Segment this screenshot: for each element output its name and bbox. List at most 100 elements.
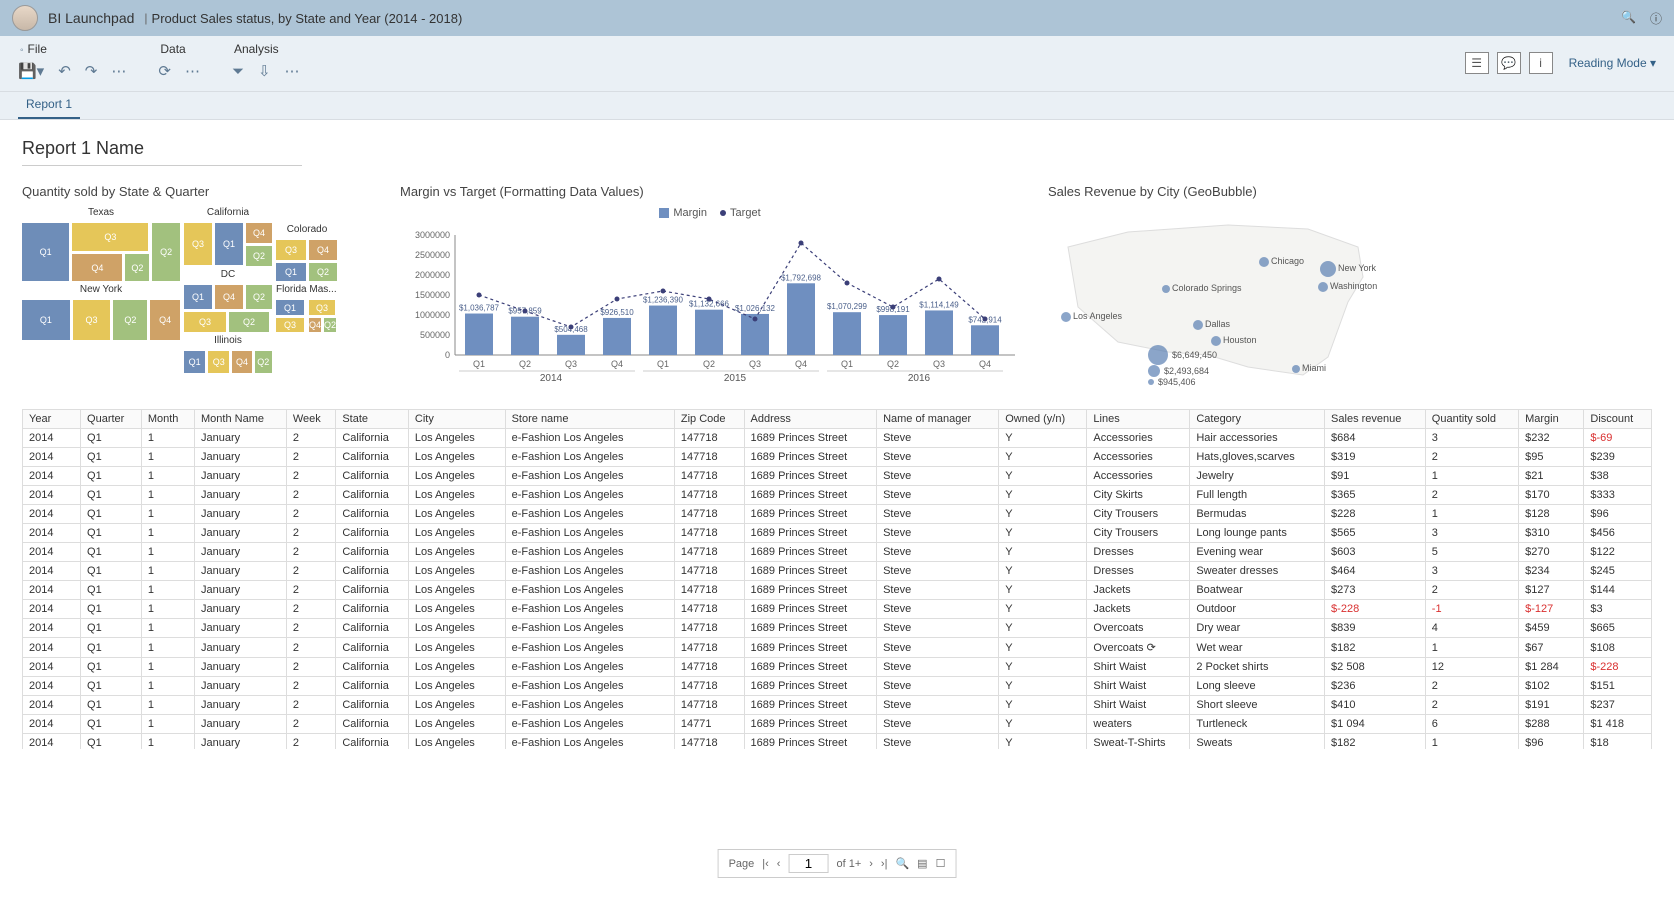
reading-mode-toggle[interactable]: Reading Mode ▾: [1569, 56, 1656, 70]
treemap-cell[interactable]: Q4: [150, 300, 180, 340]
more-icon[interactable]: ⋯: [285, 62, 300, 80]
redo-icon[interactable]: ↷: [85, 62, 98, 80]
table-header[interactable]: Month Name: [195, 410, 287, 429]
table-row[interactable]: 2014Q11January2CaliforniaLos Angelese-Fa…: [23, 638, 1652, 658]
table-header[interactable]: Discount: [1584, 410, 1652, 429]
table-row[interactable]: 2014Q11January2CaliforniaLos Angelese-Fa…: [23, 619, 1652, 638]
last-page-icon[interactable]: ›|: [881, 858, 888, 870]
table-row[interactable]: 2014Q11January2CaliforniaLos Angelese-Fa…: [23, 429, 1652, 448]
treemap-cell[interactable]: Q4: [215, 285, 243, 309]
treemap-cell[interactable]: Q1: [22, 300, 70, 340]
next-page-icon[interactable]: ›: [869, 858, 873, 870]
bar[interactable]: [557, 335, 585, 355]
table-header[interactable]: Week: [286, 410, 335, 429]
treemap-cell[interactable]: Q1: [276, 300, 304, 315]
comment-icon[interactable]: 💬: [1497, 52, 1521, 74]
table-row[interactable]: 2014Q11January2CaliforniaLos Angelese-Fa…: [23, 715, 1652, 734]
table-header[interactable]: Lines: [1087, 410, 1190, 429]
table-header[interactable]: Year: [23, 410, 81, 429]
table-header[interactable]: Month: [141, 410, 194, 429]
treemap-cell[interactable]: Q2: [309, 263, 337, 281]
table-header[interactable]: State: [336, 410, 409, 429]
more-icon[interactable]: ⋯: [185, 62, 200, 80]
fit-width-icon[interactable]: ▤: [917, 857, 927, 870]
table-header[interactable]: Name of manager: [877, 410, 999, 429]
treemap-cell[interactable]: Q3: [184, 312, 226, 332]
list-view-icon[interactable]: ☰: [1465, 52, 1489, 74]
table-header[interactable]: Sales revenue: [1325, 410, 1426, 429]
treemap-cell[interactable]: Q4: [309, 318, 321, 332]
save-icon[interactable]: 💾▾: [18, 62, 44, 80]
table-row[interactable]: 2014Q11January2CaliforniaLos Angelese-Fa…: [23, 486, 1652, 505]
info-icon[interactable]: i: [1529, 52, 1553, 74]
bar[interactable]: [649, 306, 677, 355]
treemap-cell[interactable]: Q3: [73, 300, 111, 340]
treemap-cell[interactable]: Q3: [276, 318, 304, 332]
collapse-icon[interactable]: ◦: [20, 45, 24, 56]
bar[interactable]: [695, 310, 723, 355]
table-row[interactable]: 2014Q11January2CaliforniaLos Angelese-Fa…: [23, 696, 1652, 715]
table-header[interactable]: Category: [1190, 410, 1325, 429]
treemap-cell[interactable]: Q1: [22, 223, 69, 281]
fullscreen-icon[interactable]: ☐: [936, 857, 946, 870]
treemap-cell[interactable]: Q1: [184, 285, 212, 309]
table-header[interactable]: Quarter: [81, 410, 142, 429]
treemap-cell[interactable]: Q2: [246, 285, 272, 309]
prev-page-icon[interactable]: ‹: [777, 858, 781, 870]
table-row[interactable]: 2014Q11January2CaliforniaLos Angelese-Fa…: [23, 677, 1652, 696]
zoom-in-icon[interactable]: 🔍: [895, 857, 909, 870]
treemap-cell[interactable]: Q1: [276, 263, 306, 281]
bar[interactable]: [787, 283, 815, 355]
drill-icon[interactable]: ⇩: [258, 62, 271, 80]
geo-bubble[interactable]: [1193, 320, 1203, 330]
geo-bubble[interactable]: [1061, 312, 1071, 322]
table-row[interactable]: 2014Q11January2CaliforniaLos Angelese-Fa…: [23, 658, 1652, 677]
treemap-cell[interactable]: Q1: [215, 223, 243, 265]
avatar[interactable]: [12, 5, 38, 31]
page-input[interactable]: [788, 854, 828, 873]
treemap-cell[interactable]: Q2: [113, 300, 147, 340]
table-header[interactable]: Quantity sold: [1425, 410, 1518, 429]
bar[interactable]: [833, 312, 861, 355]
help-icon[interactable]: ⓘ: [1650, 10, 1662, 27]
more-icon[interactable]: ⋯: [111, 62, 126, 80]
treemap-cell[interactable]: Q4: [246, 223, 272, 243]
table-row[interactable]: 2014Q11January2CaliforniaLos Angelese-Fa…: [23, 600, 1652, 619]
table-header[interactable]: Owned (y/n): [999, 410, 1087, 429]
bar[interactable]: [879, 315, 907, 355]
treemap-cell[interactable]: Q2: [229, 312, 269, 332]
geo-bubble[interactable]: [1162, 285, 1170, 293]
search-icon[interactable]: 🔍: [1621, 10, 1636, 27]
treemap-cell[interactable]: Q3: [184, 223, 212, 265]
table-row[interactable]: 2014Q11January2CaliforniaLos Angelese-Fa…: [23, 543, 1652, 562]
bar[interactable]: [971, 325, 999, 355]
filter-icon[interactable]: ⏷: [232, 63, 244, 80]
table-row[interactable]: 2014Q11January2CaliforniaLos Angelese-Fa…: [23, 467, 1652, 486]
table-header[interactable]: Address: [744, 410, 877, 429]
first-page-icon[interactable]: |‹: [762, 858, 769, 870]
treemap-cell[interactable]: Q3: [309, 300, 335, 315]
geo-bubble[interactable]: [1292, 365, 1300, 373]
geo-bubble[interactable]: [1259, 257, 1269, 267]
treemap-cell[interactable]: Q2: [246, 246, 272, 266]
table-header[interactable]: City: [408, 410, 505, 429]
table-row[interactable]: 2014Q11January2CaliforniaLos Angelese-Fa…: [23, 524, 1652, 543]
table-row[interactable]: 2014Q11January2CaliforniaLos Angelese-Fa…: [23, 734, 1652, 750]
treemap-cell[interactable]: Q3: [72, 223, 148, 251]
bar[interactable]: [465, 314, 493, 355]
bar[interactable]: [925, 310, 953, 355]
treemap-cell[interactable]: Q4: [232, 351, 251, 373]
treemap-cell[interactable]: Q3: [276, 240, 306, 260]
treemap-cell[interactable]: Q4: [309, 240, 337, 260]
geo-bubble[interactable]: [1318, 282, 1328, 292]
table-row[interactable]: 2014Q11January2CaliforniaLos Angelese-Fa…: [23, 505, 1652, 524]
table-header[interactable]: Zip Code: [674, 410, 744, 429]
table-header[interactable]: Margin: [1519, 410, 1584, 429]
geo-bubble[interactable]: [1320, 261, 1336, 277]
treemap-cell[interactable]: Q2: [152, 223, 180, 281]
bar[interactable]: [511, 317, 539, 355]
bar[interactable]: [603, 318, 631, 355]
treemap-cell[interactable]: Q1: [184, 351, 205, 373]
treemap-cell[interactable]: Q4: [72, 254, 122, 281]
undo-icon[interactable]: ↶: [58, 62, 71, 80]
